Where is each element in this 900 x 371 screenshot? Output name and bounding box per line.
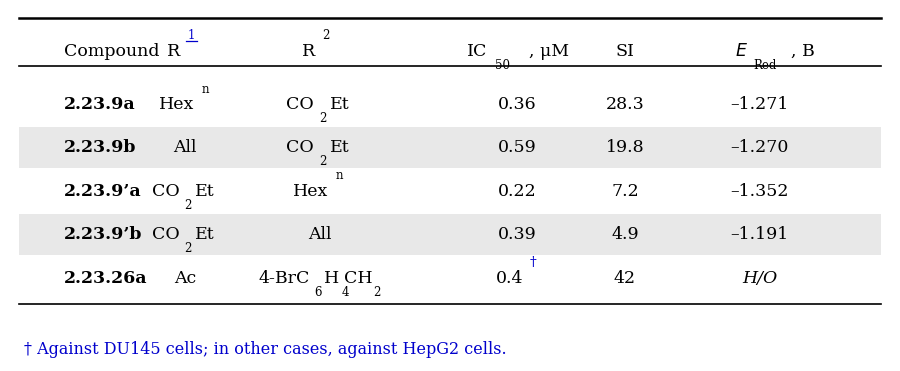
Text: 2.23.26a: 2.23.26a (64, 270, 148, 287)
Text: Red: Red (753, 59, 777, 72)
Text: n: n (202, 82, 209, 95)
Text: Et: Et (195, 226, 215, 243)
Text: Hex: Hex (158, 96, 194, 113)
Text: SI: SI (616, 43, 634, 60)
Text: –1.270: –1.270 (731, 139, 788, 157)
Bar (19, 214, 881, 255)
Text: $E$: $E$ (735, 43, 748, 60)
Text: Hex: Hex (293, 183, 328, 200)
Text: 2.23.9’a: 2.23.9’a (64, 183, 142, 200)
Text: Et: Et (195, 183, 215, 200)
Text: All: All (174, 139, 197, 157)
Text: 0.36: 0.36 (498, 96, 536, 113)
Text: –1.271: –1.271 (731, 96, 788, 113)
Text: , μM: , μM (529, 43, 569, 60)
Text: H: H (324, 270, 339, 287)
Text: n: n (336, 170, 344, 183)
Text: –1.191: –1.191 (731, 226, 788, 243)
Text: Compound: Compound (64, 43, 159, 60)
Text: 42: 42 (614, 270, 636, 287)
Text: 2: 2 (373, 286, 380, 299)
Text: 28.3: 28.3 (606, 96, 644, 113)
Text: CO: CO (152, 183, 179, 200)
Text: †: † (529, 256, 535, 269)
Text: H/O: H/O (742, 270, 778, 287)
Text: 0.4: 0.4 (497, 270, 524, 287)
Text: Et: Et (329, 139, 349, 157)
Text: –1.352: –1.352 (730, 183, 788, 200)
Bar (19, 127, 881, 168)
Text: 2: 2 (184, 199, 192, 212)
Text: Ac: Ac (175, 270, 196, 287)
Text: CO: CO (152, 226, 179, 243)
Text: † Against DU145 cells; in other cases, against HepG2 cells.: † Against DU145 cells; in other cases, a… (23, 341, 507, 358)
Text: 4-BrC: 4-BrC (258, 270, 310, 287)
Text: 0.39: 0.39 (498, 226, 536, 243)
Text: 2.23.9’b: 2.23.9’b (64, 226, 143, 243)
Text: 50: 50 (494, 59, 509, 72)
Text: 2: 2 (322, 29, 330, 42)
Text: 4.9: 4.9 (611, 226, 639, 243)
Text: All: All (308, 226, 332, 243)
Text: CO: CO (286, 139, 314, 157)
Text: 1: 1 (188, 29, 195, 42)
Text: R: R (302, 43, 315, 60)
Text: IC: IC (467, 43, 487, 60)
Text: , B: , B (791, 43, 814, 60)
Text: 6: 6 (314, 286, 322, 299)
Text: 4: 4 (341, 286, 349, 299)
Text: 2.23.9b: 2.23.9b (64, 139, 137, 157)
Text: R: R (167, 43, 180, 60)
Text: 7.2: 7.2 (611, 183, 639, 200)
Text: 19.8: 19.8 (606, 139, 644, 157)
Text: 2: 2 (319, 112, 327, 125)
Text: 2.23.9a: 2.23.9a (64, 96, 136, 113)
Text: 2: 2 (319, 155, 327, 168)
Text: 0.59: 0.59 (498, 139, 536, 157)
Text: CO: CO (286, 96, 314, 113)
Text: 0.22: 0.22 (498, 183, 536, 200)
Text: CH: CH (344, 270, 373, 287)
Text: 2: 2 (184, 242, 192, 255)
Text: Et: Et (329, 96, 349, 113)
